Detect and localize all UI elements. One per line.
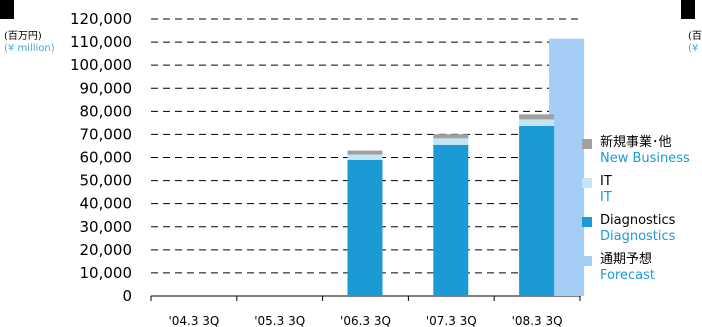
legend-label-en-new-business: New Business	[600, 151, 690, 166]
legend-label-new-business: 新規事業･他	[600, 135, 672, 150]
unit-label: (百万円) (¥ million)	[4, 31, 55, 55]
bar-new_business	[433, 134, 469, 139]
y-tick-label: 70,000	[80, 125, 133, 143]
bar-diagnostics	[433, 144, 469, 296]
legend-swatch-it	[582, 178, 592, 188]
bar-it	[519, 119, 555, 126]
legend-swatch-new-business	[582, 139, 592, 149]
unit-label-ja: (百万円)	[4, 31, 42, 42]
y-tick-label: 80,000	[80, 102, 133, 120]
y-tick-label: 100,000	[70, 56, 132, 74]
clipped-unit-label-en: (¥	[688, 43, 699, 54]
x-tick-label: '05.3 3Q	[254, 314, 305, 327]
bar-forecast	[549, 38, 585, 296]
unit-label-en: (¥ million)	[4, 43, 55, 54]
legend-label-en-it: IT	[600, 190, 612, 205]
x-tick-label: '06.3 3Q	[340, 314, 391, 327]
legend-label-it: IT	[600, 174, 612, 189]
x-tick-label: '07.3 3Q	[426, 314, 477, 327]
legend-label-en-forecast: Forecast	[600, 268, 656, 283]
legend-label-forecast: 通期予想	[600, 252, 653, 267]
bar-diagnostics	[519, 125, 555, 297]
x-tick-label: '04.3 3Q	[168, 314, 219, 327]
legend-label-en-diagnostics: Diagnostics	[600, 229, 676, 244]
y-tick-label: 0	[122, 287, 132, 305]
x-tick-label: '08.3 3Q	[512, 314, 563, 327]
y-tick-label: 60,000	[80, 149, 133, 167]
top-right-corner-mark	[681, 0, 695, 19]
bar-new_business	[519, 114, 555, 120]
bar-it	[433, 138, 469, 145]
y-tick-label: 10,000	[80, 264, 133, 282]
y-tick-label: 90,000	[80, 79, 133, 97]
bar-new_business	[347, 150, 383, 155]
legend-label-diagnostics: Diagnostics	[600, 213, 676, 228]
clipped-unit-label: (百 (¥	[688, 31, 702, 55]
y-tick-label: 110,000	[70, 33, 132, 51]
y-tick-label: 50,000	[80, 172, 133, 190]
top-left-corner-mark	[0, 0, 14, 19]
y-tick-label: 20,000	[80, 241, 133, 259]
y-tick-label: 30,000	[80, 218, 133, 236]
legend-swatch-forecast	[582, 256, 592, 266]
y-tick-label: 40,000	[80, 195, 133, 213]
clipped-unit-label-ja: (百	[688, 31, 702, 42]
bar-it	[347, 154, 383, 160]
legend-swatch-diagnostics	[582, 217, 592, 227]
bar-diagnostics	[347, 159, 383, 296]
y-tick-label: 120,000	[70, 10, 132, 28]
